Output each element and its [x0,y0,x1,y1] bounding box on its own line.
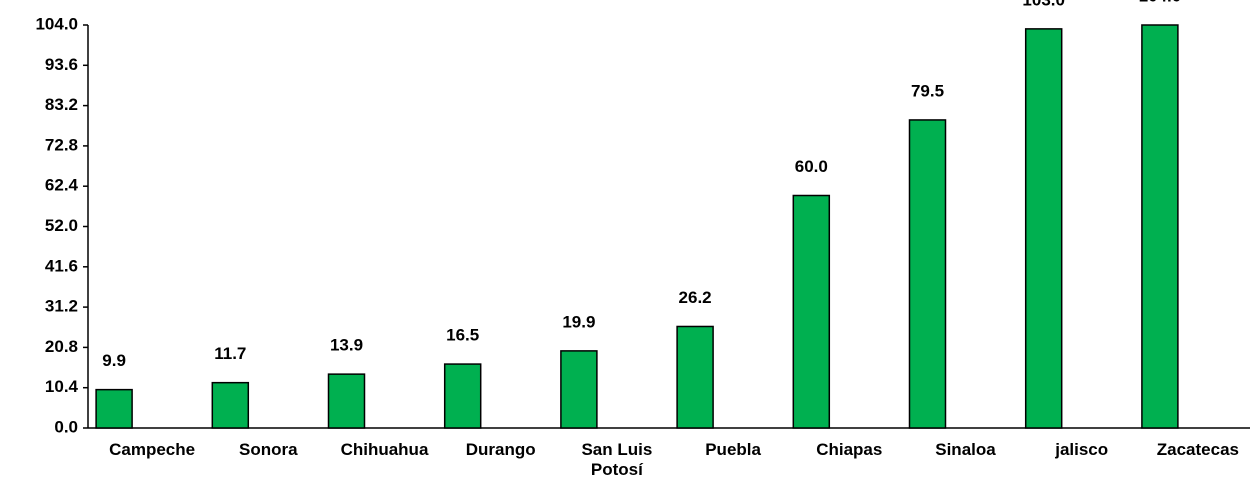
value-label: 79.5 [911,81,944,100]
y-tick-label: 0.0 [54,417,78,436]
y-tick-label: 52.0 [45,216,78,235]
x-tick-label: Durango [465,440,536,459]
value-label: 13.9 [330,336,363,355]
bar [443,363,482,429]
y-tick-label: 62.4 [45,176,79,195]
x-tick-label: Zacatecas [1156,440,1239,459]
x-tick-label: Chihuahua [340,440,429,459]
y-tick-label: 31.2 [45,297,78,316]
y-tick-label: 104.0 [35,14,78,33]
y-tick-label: 83.2 [45,95,78,114]
bar [1141,24,1179,429]
y-tick-label: 20.8 [45,337,78,356]
bar [327,373,366,429]
bar [908,119,947,429]
value-label: 16.5 [446,326,479,345]
x-tick-label: Campeche [109,440,196,459]
value-label: 60.0 [795,157,828,176]
x-tick-label: jalisco [1055,440,1109,459]
y-tick-label: 10.4 [45,377,79,396]
bar [211,381,250,429]
y-tick-label: 93.6 [45,55,78,74]
value-label: 19.9 [562,312,595,331]
value-label: 11.7 [214,344,246,363]
value-label: 9.9 [102,351,126,370]
x-tick-label: Sonora [239,440,298,459]
value-label: 103.0 [1022,0,1065,9]
value-label: 104.0 [1139,0,1182,5]
x-tick-label: Puebla [705,440,761,459]
bar [95,388,133,429]
y-tick-label: 41.6 [45,256,78,275]
y-tick-label: 72.8 [45,135,78,154]
bar [676,325,714,429]
x-tick-label: Chiapas [816,440,883,459]
x-tick-label: Sinaloa [935,440,996,459]
value-label: 26.2 [679,288,712,307]
x-tick-label: San Luis Potosí [581,440,653,479]
bar [792,194,831,429]
bar [1024,28,1063,429]
bar [560,350,598,429]
